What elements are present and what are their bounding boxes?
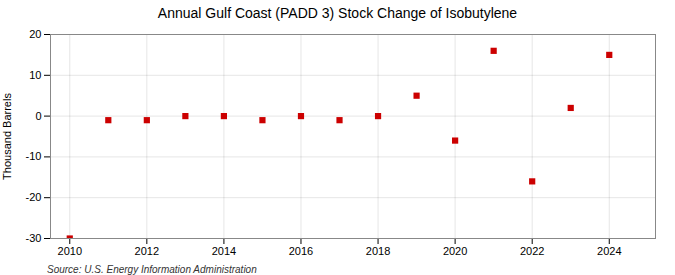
- svg-text:2016: 2016: [289, 245, 313, 257]
- svg-text:2012: 2012: [135, 245, 159, 257]
- html-text:Annual Gulf Coast (PADD 3) Sto: Annual Gulf Coast (PADD 3) Stock Change …: [157, 5, 518, 21]
- svg-text:2022: 2022: [520, 245, 544, 257]
- svg-text:20: 20: [29, 28, 41, 40]
- svg-text:2020: 2020: [443, 245, 467, 257]
- svg-text:10: 10: [29, 69, 41, 81]
- html-text:Source: U.S. Energy Informatio: Source: U.S. Energy Information Administ…: [47, 264, 257, 275]
- svg-text:2018: 2018: [366, 245, 390, 257]
- svg-text:Thousand Barrels: Thousand Barrels: [1, 93, 13, 180]
- svg-text:0: 0: [35, 110, 41, 122]
- svg-text:-10: -10: [26, 150, 42, 162]
- svg-text:2010: 2010: [58, 245, 82, 257]
- svg-text:2024: 2024: [597, 245, 621, 257]
- svg-text:-30: -30: [26, 232, 42, 244]
- svg-text:2014: 2014: [212, 245, 236, 257]
- svg-text:-20: -20: [26, 191, 42, 203]
